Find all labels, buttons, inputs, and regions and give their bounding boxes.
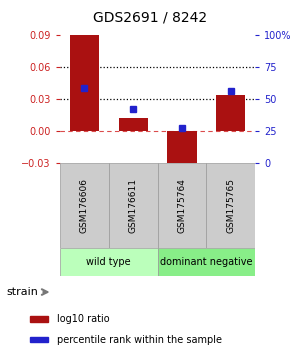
Text: dominant negative: dominant negative [160,257,253,267]
Bar [30,316,48,322]
Text: percentile rank within the sample: percentile rank within the sample [57,335,222,345]
Bar [60,163,109,248]
Text: log10 ratio: log10 ratio [57,314,110,324]
Bar [60,248,158,276]
Text: GSM175764: GSM175764 [177,178,186,233]
Text: GSM176606: GSM176606 [80,178,89,233]
Bar [167,131,196,171]
Text: strain: strain [6,287,38,297]
Text: wild type: wild type [86,257,131,267]
Text: GDS2691 / 8242: GDS2691 / 8242 [93,11,207,25]
Bar [30,337,48,343]
Text: GSM175765: GSM175765 [226,178,235,233]
Bar [109,163,158,248]
Bar [158,163,206,248]
Bar [206,163,255,248]
Bar [216,95,245,131]
Bar [118,118,148,131]
Text: GSM176611: GSM176611 [129,178,138,233]
Bar [158,248,255,276]
Bar [70,35,99,131]
